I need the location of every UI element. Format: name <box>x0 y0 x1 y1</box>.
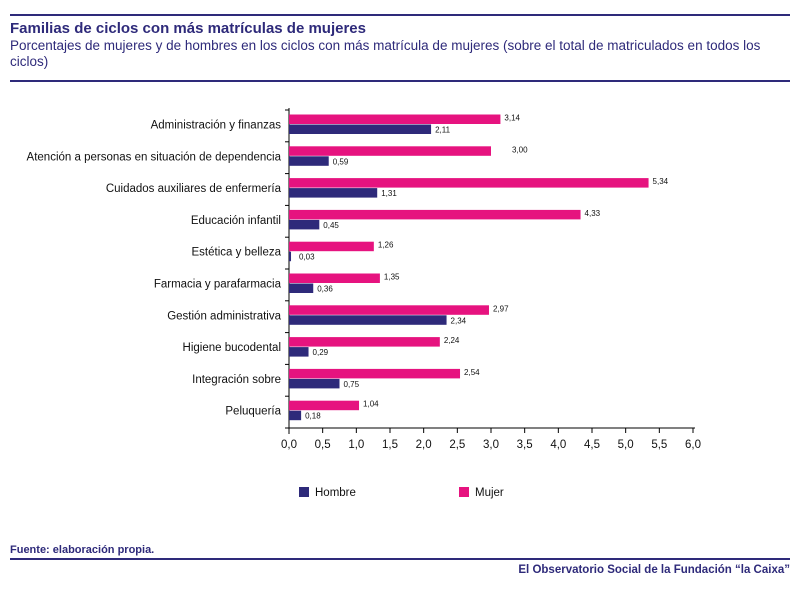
category-label: Higiene bucodental <box>183 342 281 354</box>
data-label-hombre: 0,29 <box>313 348 329 357</box>
bar-hombre <box>289 124 432 134</box>
bar-hombre <box>289 188 378 198</box>
data-label-hombre: 0,18 <box>305 412 321 421</box>
bar-mujer <box>289 305 489 315</box>
category-label: Educación infantil <box>191 215 281 227</box>
category-label: Administración y finanzas <box>151 120 282 132</box>
x-tick-label: 5,0 <box>618 439 634 451</box>
x-tick-label: 1,5 <box>382 439 398 451</box>
x-tick-label: 5,5 <box>651 439 667 451</box>
source-note: Fuente: elaboración propia. <box>10 544 155 556</box>
category-label: Estética y belleza <box>192 247 282 259</box>
bar-hombre <box>289 251 292 262</box>
data-label-mujer: 3,14 <box>504 114 520 123</box>
footer-rule <box>10 558 790 560</box>
data-label-mujer: 4,33 <box>585 209 601 218</box>
category-label: Integración sobre <box>192 374 281 386</box>
bar-mujer <box>289 241 374 252</box>
data-label-hombre: 0,36 <box>317 285 333 294</box>
top-rule <box>10 14 790 16</box>
bar-hombre <box>289 410 302 421</box>
category-label: Farmacia y parafarmacia <box>154 279 282 291</box>
data-label-mujer: 2,54 <box>464 368 480 377</box>
legend-label-hombre: Hombre <box>315 487 356 499</box>
publisher-credit: El Observatorio Social de la Fundación “… <box>518 564 790 576</box>
bar-mujer <box>289 114 501 124</box>
data-label-mujer: 3,00 <box>512 145 528 154</box>
bar-hombre <box>289 315 447 325</box>
data-label-hombre: 0,45 <box>323 221 339 230</box>
data-label-mujer: 1,35 <box>384 273 400 282</box>
legend-swatch-mujer <box>459 487 469 497</box>
data-label-hombre: 1,31 <box>381 189 397 198</box>
data-label-mujer: 1,26 <box>378 241 394 250</box>
data-label-hombre: 2,34 <box>451 316 467 325</box>
category-label: Gestión administrativa <box>167 310 281 322</box>
x-tick-label: 4,5 <box>584 439 600 451</box>
bar-hombre <box>289 283 314 293</box>
chart-title: Familias de ciclos con más matrículas de… <box>10 20 366 37</box>
bar-mujer <box>289 209 581 220</box>
x-tick-label: 3,0 <box>483 439 499 451</box>
data-label-hombre: 0,03 <box>299 253 315 262</box>
bar-mujer <box>289 146 491 156</box>
legend-swatch-hombre <box>299 487 309 497</box>
x-tick-label: 2,5 <box>449 439 465 451</box>
category-label: Peluquería <box>225 406 281 418</box>
x-tick-label: 6,0 <box>685 439 701 451</box>
data-label-mujer: 2,24 <box>444 336 460 345</box>
data-label-hombre: 2,11 <box>435 126 451 135</box>
bar-mujer <box>289 337 440 347</box>
bar-hombre <box>289 347 309 357</box>
bar-mujer <box>289 178 649 188</box>
legend-label-mujer: Mujer <box>475 487 504 499</box>
bar-hombre <box>289 156 329 166</box>
bar-hombre <box>289 378 340 389</box>
bar-hombre <box>289 219 320 230</box>
x-tick-label: 2,0 <box>416 439 432 451</box>
chart-subtitle: Porcentajes de mujeres y de hombres en l… <box>10 38 761 69</box>
data-label-hombre: 0,75 <box>344 380 360 389</box>
header-rule <box>10 80 790 82</box>
x-tick-label: 4,0 <box>550 439 566 451</box>
data-label-hombre: 0,59 <box>333 157 349 166</box>
category-label: Atención a personas en situación de depe… <box>27 151 282 163</box>
bar-chart: Administración y finanzas 3,14 2,11 Atenció… <box>27 108 701 499</box>
data-label-mujer: 1,04 <box>363 400 379 409</box>
x-tick-label: 0,5 <box>315 439 331 451</box>
bar-mujer <box>289 273 380 283</box>
data-label-mujer: 2,97 <box>493 304 509 313</box>
category-label: Cuidados auxiliares de enfermería <box>106 183 282 195</box>
x-tick-label: 1,0 <box>348 439 364 451</box>
data-label-mujer: 5,34 <box>653 177 669 186</box>
bar-mujer <box>289 368 461 379</box>
x-tick-label: 3,5 <box>517 439 533 451</box>
x-tick-label: 0,0 <box>281 439 297 451</box>
bar-mujer <box>289 400 360 411</box>
